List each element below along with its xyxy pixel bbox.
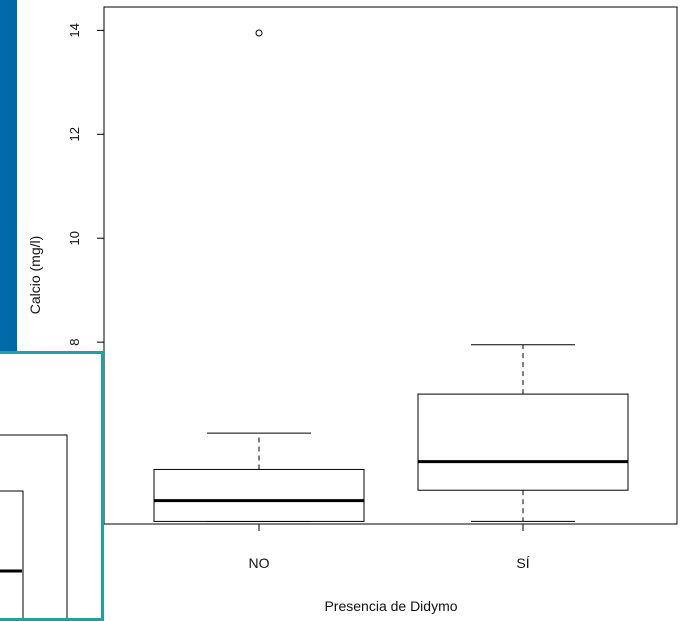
y-tick-label: 8: [67, 339, 82, 346]
thumbnail-box: [0, 490, 24, 618]
x-axis: NO SÍ: [249, 523, 530, 571]
x-tick-label: SÍ: [516, 555, 529, 571]
boxes: [153, 29, 629, 522]
partial-plot-thumbnail: [0, 434, 68, 618]
side-accent-bar: [0, 0, 17, 352]
box-no: [153, 29, 365, 522]
iqr-box: [153, 468, 365, 522]
overlapping-panel: [0, 351, 104, 621]
y-axis-label: Calcio (mg/l): [27, 236, 43, 315]
thumbnail-frame: [0, 434, 68, 618]
outlier-point: [255, 29, 263, 37]
y-tick-label: 14: [67, 23, 82, 37]
iqr-box: [417, 393, 629, 491]
box-sí: [417, 344, 629, 522]
y-tick-label: 12: [67, 127, 82, 141]
x-axis-label: Presencia de Didymo: [324, 598, 457, 614]
y-tick-label: 10: [67, 231, 82, 245]
x-tick-label: NO: [249, 555, 270, 571]
